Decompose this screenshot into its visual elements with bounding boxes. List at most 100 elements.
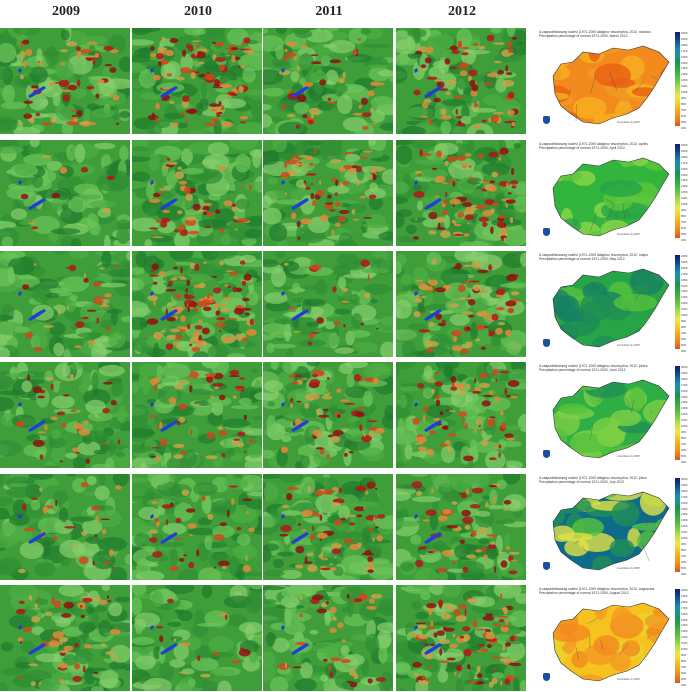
lake-marker [424,420,442,432]
legend-tick: 110% [681,531,688,535]
legend-tick: 90% [681,319,687,323]
legend-tick: 170% [681,272,688,276]
lake-marker [160,532,178,544]
legend-tick: 200% [681,589,688,592]
legend-color-bar [675,255,680,349]
legend-tick: 150% [681,284,688,288]
lake-marker [424,309,442,321]
map-caption-en: Precipitation percentage of normal 1971-… [539,257,626,262]
vegetation-map-2012-row-4 [396,362,526,468]
legend-tick: 80% [681,325,687,329]
vegetation-map-2011-row-5 [263,474,393,580]
map-caption-en: Precipitation percentage of normal 1971-… [539,146,626,151]
year-header-2009: 2009 [52,4,80,19]
met-service-logo-icon [543,339,550,347]
legend-tick: 60% [681,114,687,118]
precipitation-map-panel: A csapadékösszeg sokévi (1971-2000 átlag… [535,140,693,246]
lake-marker [291,309,309,321]
map-caption: A csapadékösszeg sokévi (1971-2000 átlag… [539,142,679,151]
legend-tick: 50% [681,566,687,570]
legend-tick: 70% [681,665,687,669]
lake-marker [160,309,178,321]
legend-tick: 170% [681,495,688,499]
legend-tick: 150% [681,618,688,622]
legend-tick: 40% [681,349,687,353]
legend-ticks: 200% 190% 180% 170% 160% 150% 140% 130% 120% 110%… [681,254,688,354]
legend-color-bar [675,144,680,238]
legend-tick: 60% [681,560,687,564]
legend-tick: 160% [681,389,688,393]
legend-tick: 40% [681,572,687,576]
hungary-precipitation-map [552,491,670,571]
legend-tick: 120% [681,302,688,306]
legend-color-bar [675,366,680,460]
legend-tick: 120% [681,636,688,640]
legend-tick: 110% [681,308,688,312]
legend-ticks: 200% 190% 180% 170% 160% 150% 140% 130% 120% 110%… [681,477,688,577]
map-caption-hu: A csapadékösszeg sokévi (1971-2000 átlag… [539,30,651,34]
legend-tick: 180% [681,43,688,47]
vegetation-map-2009-row-6 [0,585,130,691]
legend-tick: 150% [681,507,688,511]
year-header-2011: 2011 [315,4,343,19]
legend-tick: 100% [681,91,688,95]
hungary-precipitation-map [552,602,670,682]
legend-tick: 180% [681,266,688,270]
legend-tick: 190% [681,149,688,153]
vegetation-map-2012-row-3 [396,251,526,357]
legend-tick: 150% [681,61,688,65]
legend-tick: 90% [681,208,687,212]
map-caption: A csapadékösszeg sokévi (1971-2000 átlag… [539,253,679,262]
legend-tick: 60% [681,671,687,675]
hungary-precipitation-map [552,157,670,237]
legend-tick: 180% [681,155,688,159]
vegetation-map-2010-row-1 [132,28,262,134]
met-service-logo-icon [543,228,550,236]
legend-tick: 140% [681,290,688,294]
map-credit: Interpolation by MISH [617,678,640,681]
lake-marker [160,198,178,210]
legend-tick: 170% [681,606,688,610]
vegetation-map-2010-row-4 [132,362,262,468]
map-caption: A csapadékösszeg sokévi (1971-2000 átlag… [539,30,679,39]
legend-tick: 160% [681,612,688,616]
legend-tick: 130% [681,519,688,523]
legend-color-bar [675,589,680,683]
legend-tick: 120% [681,525,688,529]
legend-tick: 160% [681,501,688,505]
legend-tick: 160% [681,278,688,282]
legend-tick: 70% [681,108,687,112]
vegetation-map-2009-row-2 [0,140,130,246]
precipitation-map-panel: A csapadékösszeg sokévi (1971-2000 átlag… [535,474,693,580]
legend-tick: 40% [681,460,687,464]
vegetation-map-2011-row-1 [263,28,393,134]
legend-tick: 130% [681,630,688,634]
map-caption-en: Precipitation percentage of normal 1971-… [539,591,630,596]
vegetation-map-2009-row-5 [0,474,130,580]
legend-tick: 140% [681,624,688,628]
legend-color-bar [675,478,680,572]
legend-tick: 50% [681,454,687,458]
legend-tick: 110% [681,419,688,423]
lake-marker [160,420,178,432]
map-caption-hu: A csapadékösszeg sokévi (1971-2000 átlag… [539,253,648,257]
lake-marker [424,86,442,98]
map-caption: A csapadékösszeg sokévi (1971-2000 átlag… [539,364,679,373]
legend-tick: 180% [681,600,688,604]
lake-marker [424,198,442,210]
lake-marker [28,86,46,98]
precipitation-map-panel: A csapadékösszeg sokévi (1971-2000 átlag… [535,362,693,468]
legend-tick: 190% [681,260,688,264]
legend-tick: 40% [681,683,687,687]
precipitation-map-panel: A csapadékösszeg sokévi (1971-2000 átlag… [535,251,693,357]
vegetation-map-2011-row-2 [263,140,393,246]
met-service-logo-icon [543,562,550,570]
legend-tick: 190% [681,371,688,375]
legend-tick: 140% [681,67,688,71]
map-credit: Interpolation by MISH [617,344,640,347]
legend-tick: 120% [681,79,688,83]
legend-tick: 170% [681,383,688,387]
map-caption-hu: A csapadékösszeg sokévi (1971-2000 átlag… [539,587,655,591]
map-credit: Interpolation by MISH [617,567,640,570]
legend-tick: 170% [681,161,688,165]
